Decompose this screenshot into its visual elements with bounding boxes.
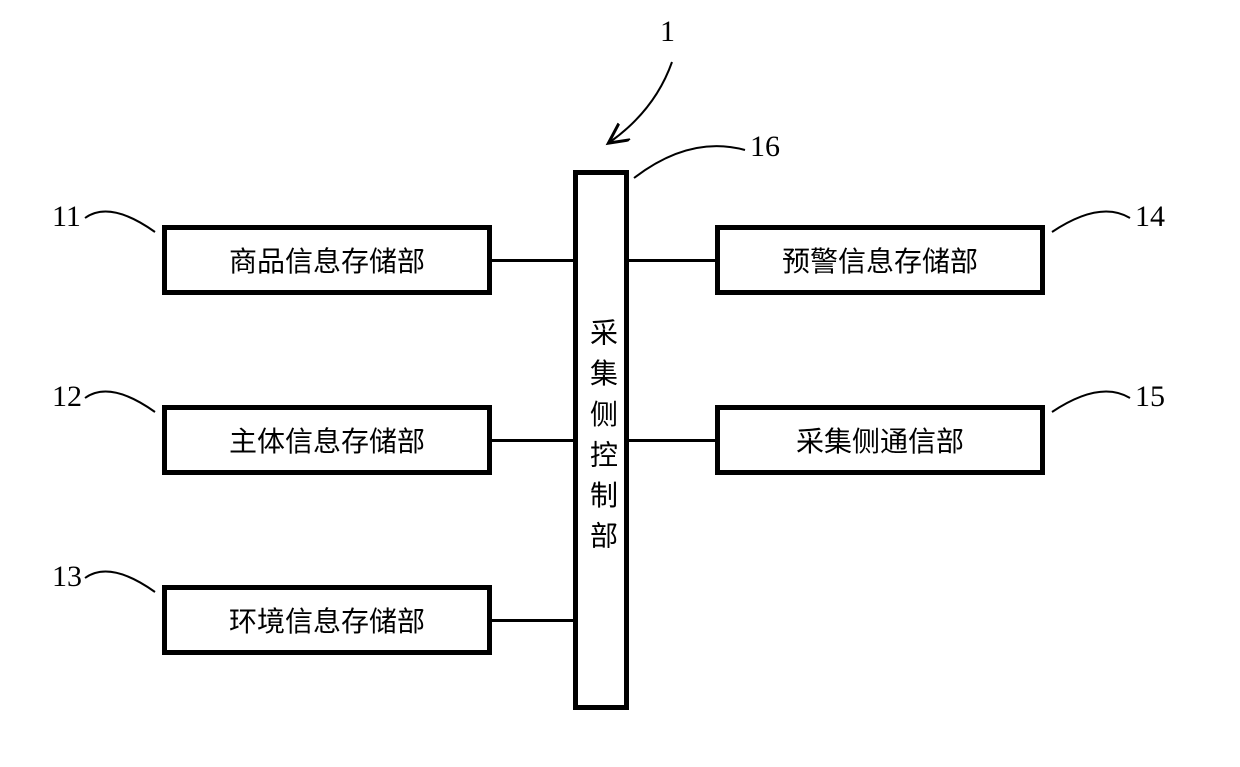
connector-line (492, 439, 573, 442)
module-box: 预警信息存储部 (715, 225, 1045, 295)
box-label: 预警信息存储部 (782, 240, 978, 280)
reference-number: 12 (52, 380, 82, 414)
box-label: 主体信息存储部 (229, 420, 425, 460)
central-control-box: 采集侧控制部 (573, 170, 629, 710)
box-label: 采集侧通信部 (796, 420, 964, 460)
diagram-canvas: 采集侧控制部 商品信息存储部 11 主体信息存储部 12 环境信息存储部 13 预警信息存储部… (0, 0, 1240, 767)
reference-number: 14 (1135, 200, 1165, 234)
reference-number: 1 (660, 15, 675, 49)
box-label: 环境信息存储部 (229, 600, 425, 640)
reference-number: 16 (750, 130, 780, 164)
module-box: 主体信息存储部 (162, 405, 492, 475)
module-box: 环境信息存储部 (162, 585, 492, 655)
box-label: 采集侧控制部 (581, 318, 621, 562)
connector-line (492, 619, 573, 622)
reference-number: 15 (1135, 380, 1165, 414)
connector-line (492, 259, 573, 262)
reference-number: 13 (52, 560, 82, 594)
connector-line (629, 259, 715, 262)
module-box: 商品信息存储部 (162, 225, 492, 295)
module-box: 采集侧通信部 (715, 405, 1045, 475)
box-label: 商品信息存储部 (229, 240, 425, 280)
reference-number: 11 (52, 200, 81, 234)
connector-line (629, 439, 715, 442)
